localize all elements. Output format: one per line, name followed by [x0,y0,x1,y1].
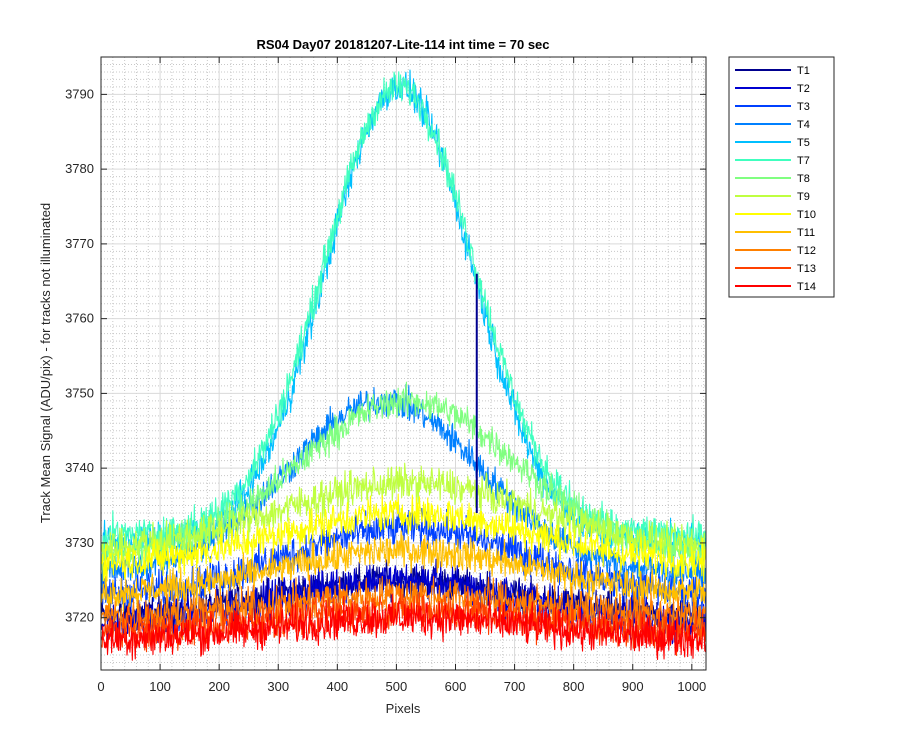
x-axis-label: Pixels [386,701,421,716]
series-line-t8 [101,381,707,571]
legend-label-t14: T14 [797,281,816,293]
x-tick-label: 300 [267,679,289,694]
chart-title: RS04 Day07 20181207-Lite-114 int time = … [256,37,549,52]
y-tick-label: 3780 [65,161,94,176]
legend-label-t7: T7 [797,155,810,167]
y-tick-label: 3790 [65,86,94,101]
legend: T1 T2 T3 T4 T5 T7 T8 T9 T10 T11 T12 T13 T14 [728,56,835,298]
y-tick-label: 3720 [65,610,94,625]
plot-area-frame [100,56,707,671]
y-tick-label: 3740 [65,460,94,475]
x-tick-label: 800 [563,679,585,694]
legend-label-t10: T10 [797,209,816,221]
series-line-t14 [101,593,707,661]
y-tick-label: 3770 [65,236,94,251]
x-tick-label: 0 [97,679,104,694]
x-tick-label: 200 [208,679,230,694]
x-tick-label: 700 [504,679,526,694]
legend-label-t11: T11 [797,227,815,239]
x-tick-label: 400 [326,679,348,694]
legend-label-t13: T13 [797,263,816,275]
x-tick-label: 100 [149,679,171,694]
x-tick-label: 900 [622,679,644,694]
legend-label-t5: T5 [797,137,810,149]
y-tick-label: 3730 [65,535,94,550]
y-tick-label: 3760 [65,311,94,326]
legend-label-t12: T12 [797,245,816,257]
legend-label-t8: T8 [797,173,810,185]
series-line-t10 [101,493,707,586]
legend-label-t3: T3 [797,101,810,113]
y-tick-label: 3750 [65,385,94,400]
x-tick-label: 1000 [677,679,706,694]
series-line-t11 [101,530,707,613]
x-tick-label: 500 [386,679,408,694]
series-line-t9 [101,462,707,568]
x-axis-ticks: 0 100 200 300 400 500 600 700 800 900 1000 [97,57,706,694]
y-axis-label: Track Mean Signal (ADU/pix) - for tracks… [38,203,53,523]
y-axis-ticks: 3720 3730 3740 3750 3760 3770 3780 3790 [65,86,706,625]
legend-label-t9: T9 [797,191,810,203]
legend-label-t4: T4 [797,119,810,131]
x-tick-label: 600 [445,679,467,694]
plot-series [101,69,707,661]
legend-label-t2: T2 [797,83,810,95]
legend-label-t1: T1 [797,65,810,77]
